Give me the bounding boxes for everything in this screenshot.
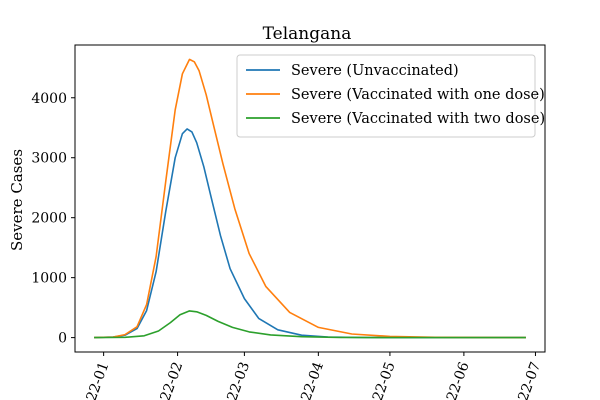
series-line-3 (94, 310, 526, 339)
legend-label: Severe (Unvaccinated) (291, 63, 459, 79)
x-axis: 2022-01 2022-02 2022-03 2022-04 2022-05 2022-… (77, 352, 544, 400)
y-tick-label: 3000 (31, 151, 67, 167)
series-line-1 (94, 128, 526, 339)
x-tick-label: 2022-01 (77, 360, 112, 400)
y-tick-label: 2000 (31, 211, 67, 227)
chart-title: Telangana (263, 24, 352, 44)
y-tick-label: 1000 (31, 271, 67, 287)
y-axis: 0 1000 2000 3000 4000 (31, 91, 75, 347)
legend-label: Severe (Vaccinated with two dose) (291, 111, 545, 127)
y-axis-label: Severe Cases (8, 149, 26, 251)
y-tick-label: 4000 (31, 91, 67, 107)
series-lines (94, 58, 526, 339)
x-tick-label: 2022-06 (438, 360, 473, 400)
x-tick-label: 2022-03 (218, 360, 253, 400)
legend-label: Severe (Vaccinated with one dose) (291, 87, 545, 103)
legend-box (236, 54, 536, 138)
x-tick-label: 2022-04 (292, 360, 327, 400)
x-tick-label: 2022-02 (151, 360, 186, 400)
x-tick-label: 2022-07 (509, 360, 544, 400)
y-tick-label: 0 (58, 331, 67, 347)
plot-frame (74, 44, 546, 353)
legend: Severe (Unvaccinated) Severe (Vaccinated … (236, 54, 545, 138)
x-tick-label: 2022-05 (364, 360, 399, 400)
series-line-2 (94, 58, 526, 339)
